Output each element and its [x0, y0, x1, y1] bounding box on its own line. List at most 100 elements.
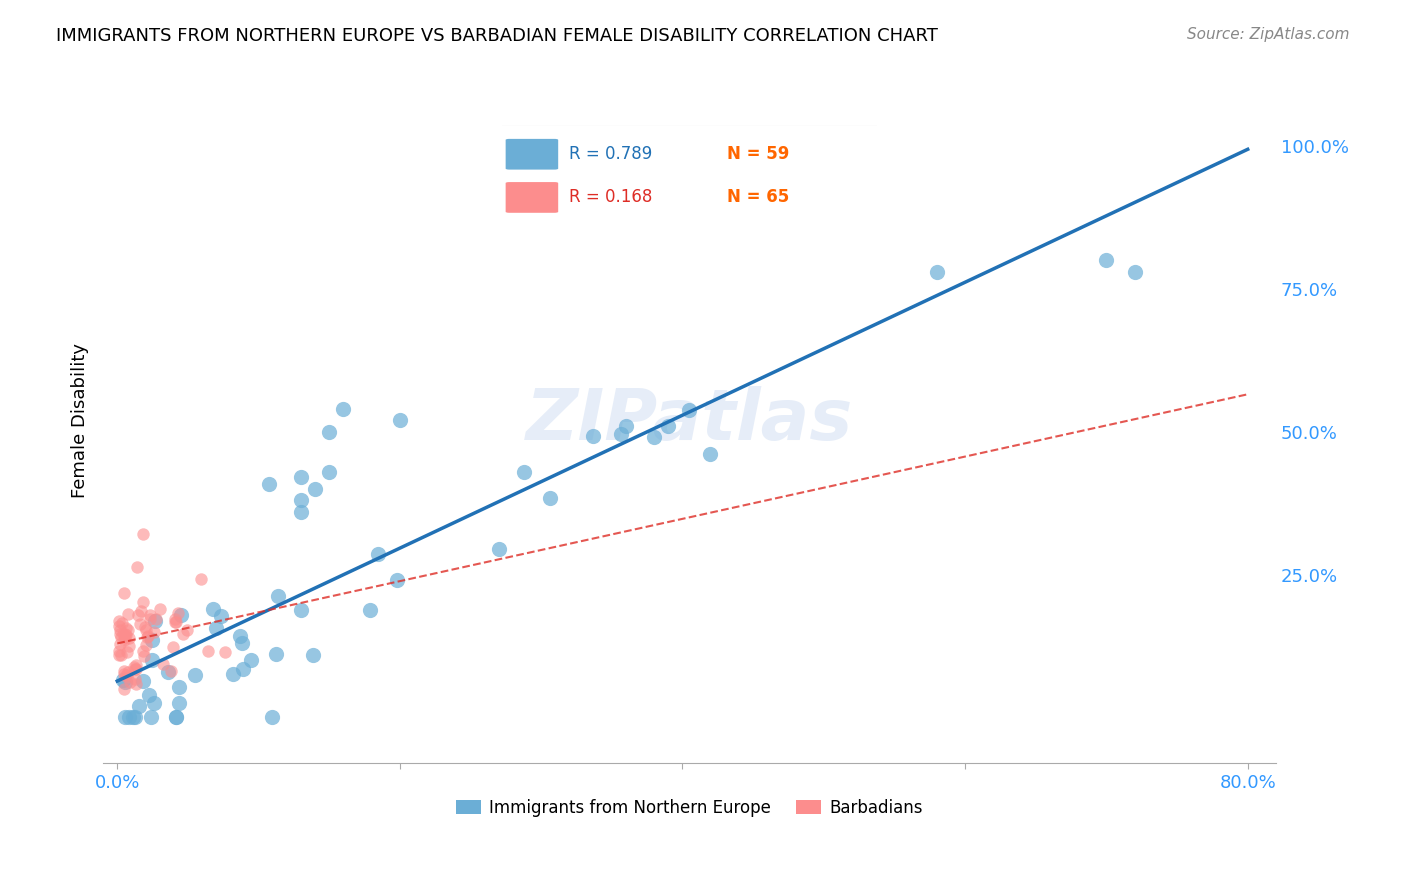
Point	[925, 265, 948, 279]
Point	[114, 668, 136, 682]
Point	[167, 606, 190, 620]
Legend: Immigrants from Northern Europe, Barbadians: Immigrants from Northern Europe, Barbadi…	[450, 792, 929, 823]
Point	[115, 644, 138, 658]
Text: IMMIGRANTS FROM NORTHERN EUROPE VS BARBADIAN FEMALE DISABILITY CORRELATION CHART: IMMIGRANTS FROM NORTHERN EUROPE VS BARBA…	[56, 27, 938, 45]
Point	[190, 572, 212, 586]
Point	[111, 616, 134, 631]
Point	[134, 620, 156, 634]
Point	[125, 677, 148, 691]
Point	[157, 665, 180, 679]
Point	[115, 670, 138, 684]
Point	[172, 627, 194, 641]
Point	[124, 662, 146, 676]
Point	[118, 639, 141, 653]
Point	[538, 491, 561, 505]
Point	[131, 595, 153, 609]
Point	[159, 664, 181, 678]
Point	[387, 574, 409, 588]
Point	[141, 633, 163, 648]
Point	[167, 680, 190, 694]
Point	[124, 710, 146, 724]
Point	[129, 616, 152, 631]
Point	[232, 662, 254, 676]
Point	[388, 413, 411, 427]
Point	[165, 611, 187, 625]
Point	[678, 403, 700, 417]
Point	[488, 542, 510, 557]
Point	[513, 465, 536, 479]
Point	[259, 477, 281, 491]
Point	[141, 653, 163, 667]
Point	[359, 603, 381, 617]
Point	[128, 698, 150, 713]
Point	[117, 607, 139, 622]
Point	[260, 710, 283, 724]
Point	[110, 648, 132, 662]
Point	[139, 611, 162, 625]
Point	[204, 621, 226, 635]
Point	[1095, 253, 1118, 268]
Point	[167, 696, 190, 710]
Point	[176, 623, 198, 637]
Point	[111, 627, 134, 641]
Point	[108, 626, 131, 640]
Point	[290, 493, 312, 508]
Point	[110, 637, 132, 651]
Point	[132, 526, 155, 541]
Point	[152, 657, 174, 671]
Point	[169, 608, 191, 623]
Point	[610, 427, 633, 442]
Point	[202, 602, 225, 616]
Point	[231, 635, 253, 649]
Point	[124, 673, 146, 687]
Point	[139, 607, 162, 622]
Point	[107, 643, 129, 657]
Point	[1123, 265, 1146, 279]
Point	[141, 710, 163, 724]
Point	[132, 674, 155, 689]
Point	[114, 628, 136, 642]
Point	[117, 665, 139, 679]
Point	[143, 614, 166, 628]
Point	[112, 664, 135, 678]
Point	[165, 615, 187, 630]
Point	[114, 627, 136, 641]
Point	[112, 632, 135, 647]
Point	[112, 681, 135, 696]
Point	[162, 640, 184, 654]
Point	[132, 644, 155, 658]
Point	[125, 657, 148, 672]
Point	[301, 648, 323, 662]
Point	[107, 648, 129, 662]
Point	[222, 667, 245, 681]
Point	[132, 649, 155, 664]
Point	[183, 668, 205, 682]
Point	[165, 710, 187, 724]
Point	[367, 547, 389, 561]
Point	[290, 505, 312, 519]
Point	[135, 623, 157, 637]
Point	[136, 629, 159, 643]
Point	[165, 615, 187, 630]
Point	[240, 653, 263, 667]
Point	[107, 614, 129, 628]
Point	[118, 631, 141, 645]
Point	[124, 662, 146, 676]
Point	[114, 710, 136, 724]
Point	[149, 602, 172, 616]
Point	[124, 660, 146, 674]
Y-axis label: Female Disability: Female Disability	[72, 343, 89, 498]
Point	[699, 447, 721, 461]
Point	[112, 586, 135, 600]
Point	[228, 629, 250, 643]
Point	[127, 607, 149, 622]
Point	[115, 621, 138, 635]
Point	[122, 710, 145, 724]
Point	[657, 419, 679, 434]
Point	[209, 608, 232, 623]
Point	[214, 645, 236, 659]
Point	[117, 624, 139, 638]
Point	[165, 710, 187, 724]
Point	[318, 465, 340, 479]
Point	[643, 430, 665, 444]
